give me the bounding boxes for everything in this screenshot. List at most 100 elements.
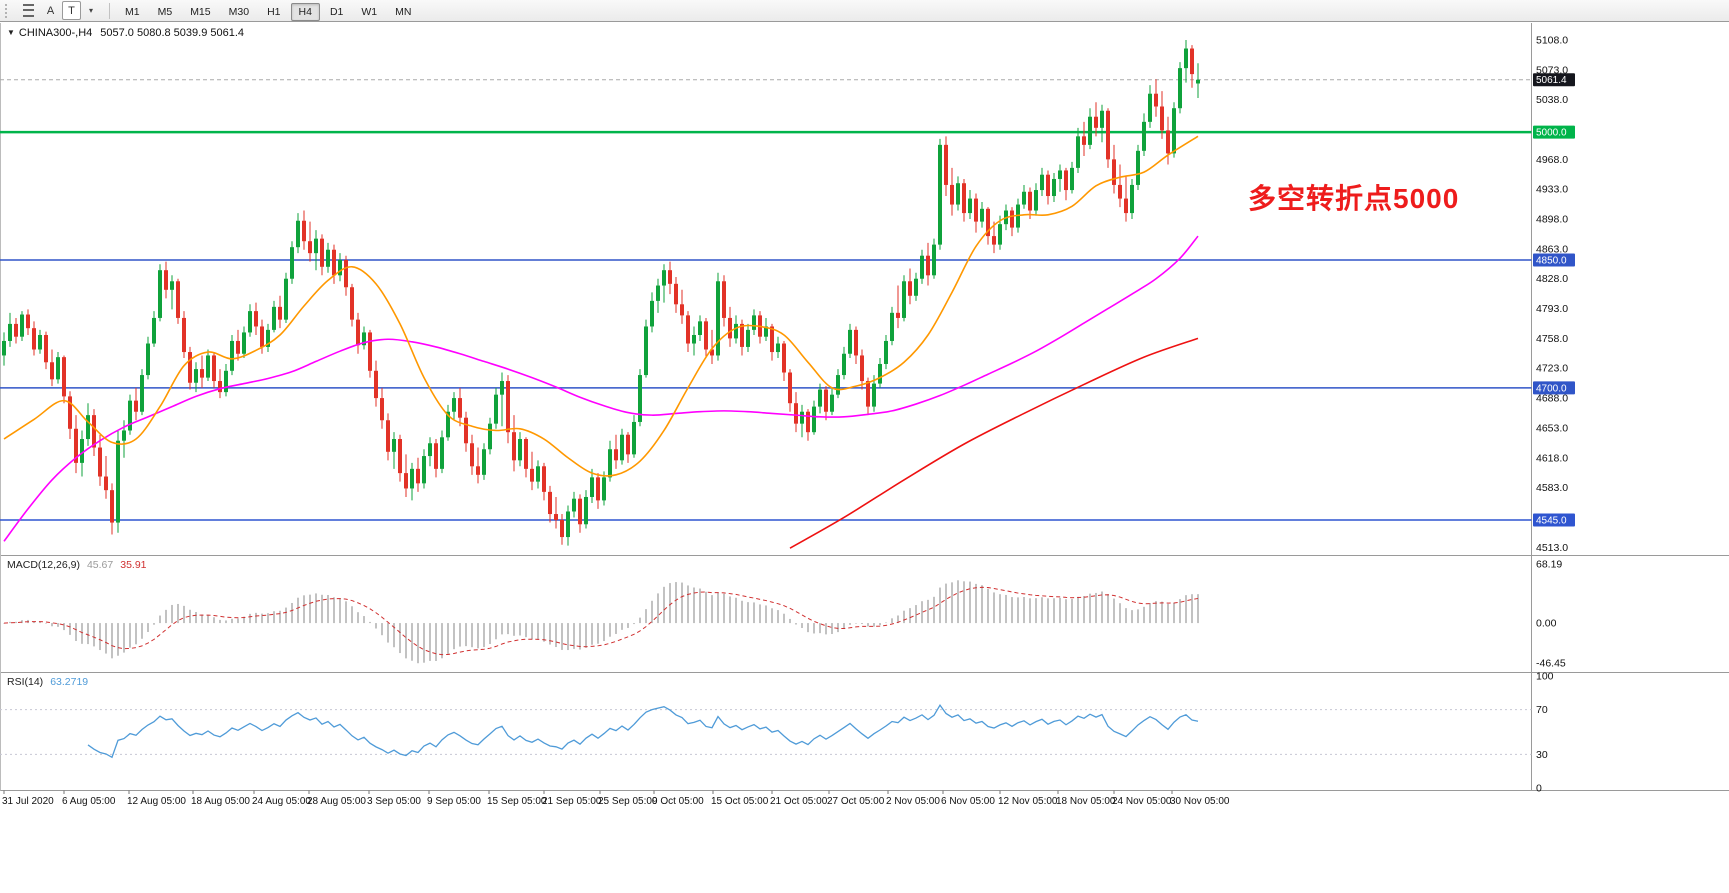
macd-name: MACD(12,26,9) bbox=[7, 559, 80, 571]
svg-text:0.00: 0.00 bbox=[1536, 618, 1557, 630]
text-tool[interactable]: T bbox=[62, 1, 81, 21]
svg-text:5061.4: 5061.4 bbox=[1536, 75, 1567, 86]
svg-text:4863.0: 4863.0 bbox=[1536, 243, 1568, 255]
svg-text:4723.0: 4723.0 bbox=[1536, 363, 1568, 375]
timeframe-button-m15[interactable]: M15 bbox=[190, 5, 211, 18]
svg-text:-46.45: -46.45 bbox=[1536, 658, 1566, 670]
svg-text:2 Nov 05:00: 2 Nov 05:00 bbox=[886, 796, 940, 807]
hline-price-badge bbox=[1533, 125, 1575, 139]
svg-text:5038.0: 5038.0 bbox=[1536, 94, 1568, 106]
timeframe-button-m5[interactable]: M5 bbox=[157, 5, 173, 18]
svg-text:4898.0: 4898.0 bbox=[1536, 214, 1568, 226]
timeframe-button-h1[interactable]: H1 bbox=[267, 5, 281, 18]
svg-text:15 Sep 05:00: 15 Sep 05:00 bbox=[487, 796, 547, 807]
timeframe-button-d1[interactable]: D1 bbox=[329, 5, 344, 18]
svg-text:4545.0: 4545.0 bbox=[1536, 516, 1567, 527]
bars-icon bbox=[23, 4, 34, 17]
macd-signal-value: 35.91 bbox=[120, 559, 147, 571]
svg-text:18 Nov 05:00: 18 Nov 05:00 bbox=[1056, 796, 1116, 807]
rsi-indicator-label: RSI(14) 63.2719 bbox=[7, 676, 88, 688]
svg-text:4850.0: 4850.0 bbox=[1536, 255, 1567, 266]
symbol-period-label: CHINA300-,H4 bbox=[18, 27, 93, 39]
timeframe-button-w1[interactable]: W1 bbox=[361, 5, 378, 18]
hline-price-badge bbox=[1533, 253, 1575, 267]
macd-signal-line bbox=[3, 586, 1199, 656]
price-scale[interactable]: 5108.05073.05038.04968.04933.04898.04863… bbox=[1533, 35, 1575, 554]
chart-bars-tool[interactable] bbox=[18, 1, 39, 20]
svg-text:9 Oct 05:00: 9 Oct 05:00 bbox=[652, 796, 704, 807]
chart-text-annotation[interactable]: 多空转折点5000 bbox=[1248, 183, 1460, 214]
toolbar-grip[interactable] bbox=[5, 3, 11, 18]
rsi-value: 63.2719 bbox=[50, 676, 89, 688]
svg-text:28 Aug 05:00: 28 Aug 05:00 bbox=[307, 796, 366, 807]
svg-text:9 Sep 05:00: 9 Sep 05:00 bbox=[427, 796, 481, 807]
macd-panel: 68.19 0.00 -46.45 bbox=[3, 559, 1566, 670]
symbol-dropdown-icon[interactable]: ▼ bbox=[7, 28, 15, 37]
chevron-down-icon: ▾ bbox=[88, 6, 93, 15]
svg-text:31 Jul 2020: 31 Jul 2020 bbox=[2, 796, 54, 807]
svg-text:5108.0: 5108.0 bbox=[1536, 35, 1568, 47]
timeframe-button-m1[interactable]: M1 bbox=[125, 5, 140, 18]
svg-text:4583.0: 4583.0 bbox=[1536, 482, 1568, 494]
current-price-badge bbox=[1533, 73, 1575, 87]
svg-text:15 Oct 05:00: 15 Oct 05:00 bbox=[711, 796, 769, 807]
svg-text:68.19: 68.19 bbox=[1536, 559, 1562, 571]
svg-text:3 Sep 05:00: 3 Sep 05:00 bbox=[367, 796, 421, 807]
svg-text:4793.0: 4793.0 bbox=[1536, 303, 1568, 315]
svg-text:12 Aug 05:00: 12 Aug 05:00 bbox=[127, 796, 186, 807]
ma-slow-red bbox=[789, 337, 1199, 549]
macd-indicator-label: MACD(12,26,9) 45.67 35.91 bbox=[7, 559, 147, 571]
svg-text:4653.0: 4653.0 bbox=[1536, 422, 1568, 434]
svg-text:100: 100 bbox=[1536, 671, 1554, 683]
svg-text:30: 30 bbox=[1536, 749, 1548, 761]
chart-title: ▼ CHINA300-,H4 5057.0 5080.8 5039.9 5061.4 bbox=[7, 27, 244, 39]
svg-text:4758.0: 4758.0 bbox=[1536, 333, 1568, 345]
svg-text:0: 0 bbox=[1536, 783, 1542, 795]
svg-text:4933.0: 4933.0 bbox=[1536, 184, 1568, 196]
svg-text:24 Nov 05:00: 24 Nov 05:00 bbox=[1112, 796, 1172, 807]
rsi-name: RSI(14) bbox=[7, 676, 44, 688]
annotations-tool[interactable]: A bbox=[46, 4, 55, 17]
ohlc-values: 5057.0 5080.8 5039.9 5061.4 bbox=[100, 27, 245, 39]
timeframe-button-h4[interactable]: H4 bbox=[290, 2, 320, 21]
svg-text:12 Nov 05:00: 12 Nov 05:00 bbox=[998, 796, 1058, 807]
toolbar-separator bbox=[109, 2, 110, 19]
svg-text:4688.0: 4688.0 bbox=[1536, 393, 1568, 405]
svg-text:4968.0: 4968.0 bbox=[1536, 154, 1568, 166]
svg-text:70: 70 bbox=[1536, 704, 1548, 716]
horizontal-lines[interactable] bbox=[0, 130, 1532, 521]
svg-text:6 Aug 05:00: 6 Aug 05:00 bbox=[62, 796, 116, 807]
time-axis[interactable]: 31 Jul 2020 6 Aug 05:00 12 Aug 05:00 18 Aug… bbox=[2, 790, 1230, 808]
svg-text:4828.0: 4828.0 bbox=[1536, 273, 1568, 285]
svg-text:6 Nov 05:00: 6 Nov 05:00 bbox=[941, 796, 995, 807]
svg-text:21 Oct 05:00: 21 Oct 05:00 bbox=[770, 796, 828, 807]
timeframe-button-m30[interactable]: M30 bbox=[228, 5, 250, 18]
svg-text:24 Aug 05:00: 24 Aug 05:00 bbox=[252, 796, 311, 807]
svg-text:5000.0: 5000.0 bbox=[1536, 128, 1567, 139]
hline-price-badge bbox=[1533, 513, 1575, 527]
ma-mid-magenta bbox=[3, 235, 1199, 542]
svg-text:4700.0: 4700.0 bbox=[1536, 383, 1567, 394]
hline-price-badge bbox=[1533, 381, 1575, 395]
macd-main-value: 45.67 bbox=[86, 559, 114, 571]
pointer-tool-dropdown[interactable]: ▾ bbox=[83, 1, 102, 20]
panel-separators bbox=[0, 23, 1729, 791]
svg-text:21 Sep 05:00: 21 Sep 05:00 bbox=[542, 796, 602, 807]
rsi-line bbox=[87, 703, 1199, 759]
timeframe-group: M1 M5 M15 M30 H1 H4 D1 W1 MN bbox=[116, 2, 420, 21]
moving-averages bbox=[3, 135, 1199, 549]
rsi-panel: 100 70 30 0 bbox=[0, 671, 1554, 795]
candles-layer bbox=[2, 40, 1200, 546]
svg-text:25 Sep 05:00: 25 Sep 05:00 bbox=[598, 796, 658, 807]
timeframe-button-mn[interactable]: MN bbox=[395, 5, 412, 18]
svg-text:18 Aug 05:00: 18 Aug 05:00 bbox=[191, 796, 250, 807]
svg-text:4513.0: 4513.0 bbox=[1536, 542, 1568, 554]
svg-text:4618.0: 4618.0 bbox=[1536, 452, 1568, 464]
ma-fast-orange bbox=[3, 135, 1199, 477]
svg-text:30 Nov 05:00: 30 Nov 05:00 bbox=[1170, 796, 1230, 807]
svg-text:27 Oct 05:00: 27 Oct 05:00 bbox=[827, 796, 885, 807]
